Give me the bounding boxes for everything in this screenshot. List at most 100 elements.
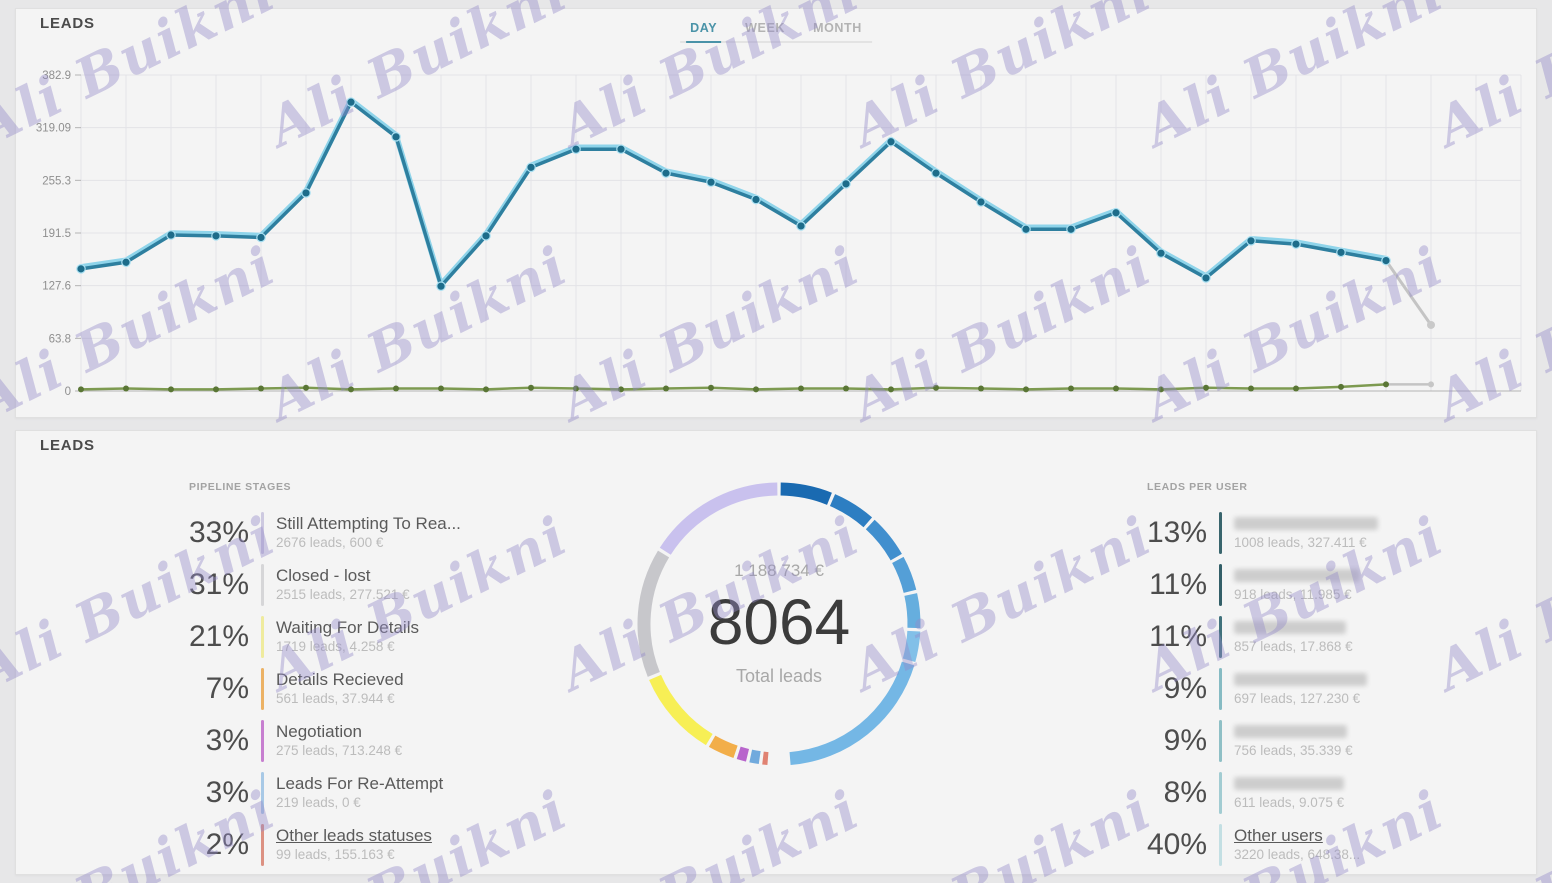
user-leads-row: 8% 611 leads, 9.075 € [1129,767,1552,819]
row-percent: 13% [1129,516,1207,550]
row-texts: Negotiation 275 leads, 713.248 € [276,722,402,759]
donut-segment[interactable] [833,500,868,522]
row-color-bar [261,616,264,658]
row-subtext: 3220 leads, 648.38... [1234,846,1360,864]
leads-line-chart[interactable]: 382.9 319.09 255.3 191.5 127.6 63.8 0 [16,9,1538,417]
row-texts: 1008 leads, 327.411 € [1234,515,1378,552]
donut-segment[interactable] [665,489,777,551]
row-subtext: 275 leads, 713.248 € [276,742,402,760]
row-subtext: 2515 leads, 277.521 € [276,586,410,604]
row-texts: Details Recieved 561 leads, 37.944 € [276,670,404,707]
redacted-user-name [1234,777,1344,790]
row-texts: Other leads statuses 99 leads, 155.163 € [276,826,432,863]
donut-segment[interactable] [781,489,830,499]
row-color-bar [1219,616,1222,658]
row-link-label[interactable]: Other leads statuses [276,826,432,846]
leads-per-user-header: LEADS PER USER [1147,481,1552,493]
svg-text:319.09: 319.09 [36,123,71,135]
donut-segment[interactable] [763,758,768,759]
svg-text:382.9: 382.9 [42,70,71,82]
row-color-bar [261,564,264,606]
row-percent: 33% [171,516,249,550]
row-subtext: 1008 leads, 327.411 € [1234,534,1378,552]
donut-chart[interactable] [624,469,934,779]
svg-text:255.3: 255.3 [42,175,71,187]
row-subtext: 2676 leads, 600 € [276,534,461,552]
row-subtext: 918 leads, 11.985 € [1234,586,1360,604]
pipeline-stage-row: 7% Details Recieved 561 leads, 37.944 € [171,663,601,715]
user-leads-row: 9% 756 leads, 35.339 € [1129,715,1552,767]
row-subtext: 611 leads, 9.075 € [1234,794,1344,812]
row-label: Closed - lost [276,566,410,586]
donut-segment[interactable] [790,663,908,758]
row-texts: Other users 3220 leads, 648.38... [1234,826,1360,863]
redacted-user-name [1234,621,1346,634]
row-percent: 3% [171,724,249,758]
row-subtext: 1719 leads, 4.258 € [276,638,419,656]
pipeline-stages-list: 33% Still Attempting To Rea... 2676 leads,… [171,507,601,871]
row-texts: 697 leads, 127.230 € [1234,671,1367,708]
leads-per-user-column: LEADS PER USER 13% 1008 leads, 327.411 €1… [1129,481,1552,871]
row-percent: 2% [171,828,249,862]
svg-text:0: 0 [65,386,71,398]
redacted-user-name [1234,517,1378,530]
donut-segment[interactable] [644,554,664,674]
row-color-bar [261,720,264,762]
pipeline-stage-row: 21% Waiting For Details 1719 leads, 4.258 … [171,611,601,663]
donut-segment[interactable] [870,525,896,558]
row-texts: 918 leads, 11.985 € [1234,567,1360,604]
row-subtext: 219 leads, 0 € [276,794,443,812]
row-link-label[interactable]: Other users [1234,826,1360,846]
donut-segment[interactable] [898,560,910,591]
pipeline-stage-row: 2% Other leads statuses 99 leads, 155.163 … [171,819,601,871]
row-label: Leads For Re-Attempt [276,774,443,794]
donut-segment[interactable] [751,756,760,758]
redacted-user-name [1234,673,1367,686]
row-texts: 611 leads, 9.075 € [1234,775,1344,812]
donut-segment[interactable] [655,677,709,739]
row-percent: 21% [171,620,249,654]
row-color-bar [1219,720,1222,762]
leads-breakdown-panel: LEADS PIPELINE STAGES 33% Still Attemptin… [15,430,1537,875]
row-subtext: 697 leads, 127.230 € [1234,690,1367,708]
user-leads-row: 11% 857 leads, 17.868 € [1129,611,1552,663]
donut-segment[interactable] [911,594,914,627]
row-color-bar [1219,772,1222,814]
row-percent: 40% [1129,828,1207,862]
row-color-bar [261,772,264,814]
row-color-bar [1219,512,1222,554]
row-label: Negotiation [276,722,402,742]
row-color-bar [1219,824,1222,866]
row-texts: 756 leads, 35.339 € [1234,723,1353,760]
row-percent: 11% [1129,568,1207,602]
svg-text:127.6: 127.6 [42,281,71,293]
user-leads-row: 40% Other users 3220 leads, 648.38... [1129,819,1552,871]
breakdown-panel-title: LEADS [40,437,95,454]
row-percent: 8% [1129,776,1207,810]
row-percent: 31% [171,568,249,602]
leads-chart-panel: LEADS DAY WEEK MONTH 382.9 319.09 255.3 191… [15,8,1537,418]
row-color-bar [1219,564,1222,606]
row-texts: Still Attempting To Rea... 2676 leads, 60… [276,514,461,551]
row-subtext: 561 leads, 37.944 € [276,690,404,708]
row-percent: 11% [1129,620,1207,654]
pipeline-stages-header: PIPELINE STAGES [189,481,601,493]
donut-segment[interactable] [909,631,914,660]
row-texts: Leads For Re-Attempt 219 leads, 0 € [276,774,443,811]
row-percent: 3% [171,776,249,810]
pipeline-stages-column: PIPELINE STAGES 33% Still Attempting To R… [171,481,601,871]
row-label: Details Recieved [276,670,404,690]
redacted-user-name [1234,569,1360,582]
row-texts: Closed - lost 2515 leads, 277.521 € [276,566,410,603]
row-texts: Waiting For Details 1719 leads, 4.258 € [276,618,419,655]
row-subtext: 99 leads, 155.163 € [276,846,432,864]
row-label: Waiting For Details [276,618,419,638]
user-leads-row: 11% 918 leads, 11.985 € [1129,559,1552,611]
pipeline-stage-row: 3% Leads For Re-Attempt 219 leads, 0 € [171,767,601,819]
donut-segment[interactable] [712,741,735,752]
leads-per-user-list: 13% 1008 leads, 327.411 € 11% 918 leads, 11… [1129,507,1552,871]
donut-segment[interactable] [739,753,748,755]
pipeline-stage-row: 3% Negotiation 275 leads, 713.248 € [171,715,601,767]
redacted-user-name [1234,725,1347,738]
pipeline-stage-row: 31% Closed - lost 2515 leads, 277.521 € [171,559,601,611]
